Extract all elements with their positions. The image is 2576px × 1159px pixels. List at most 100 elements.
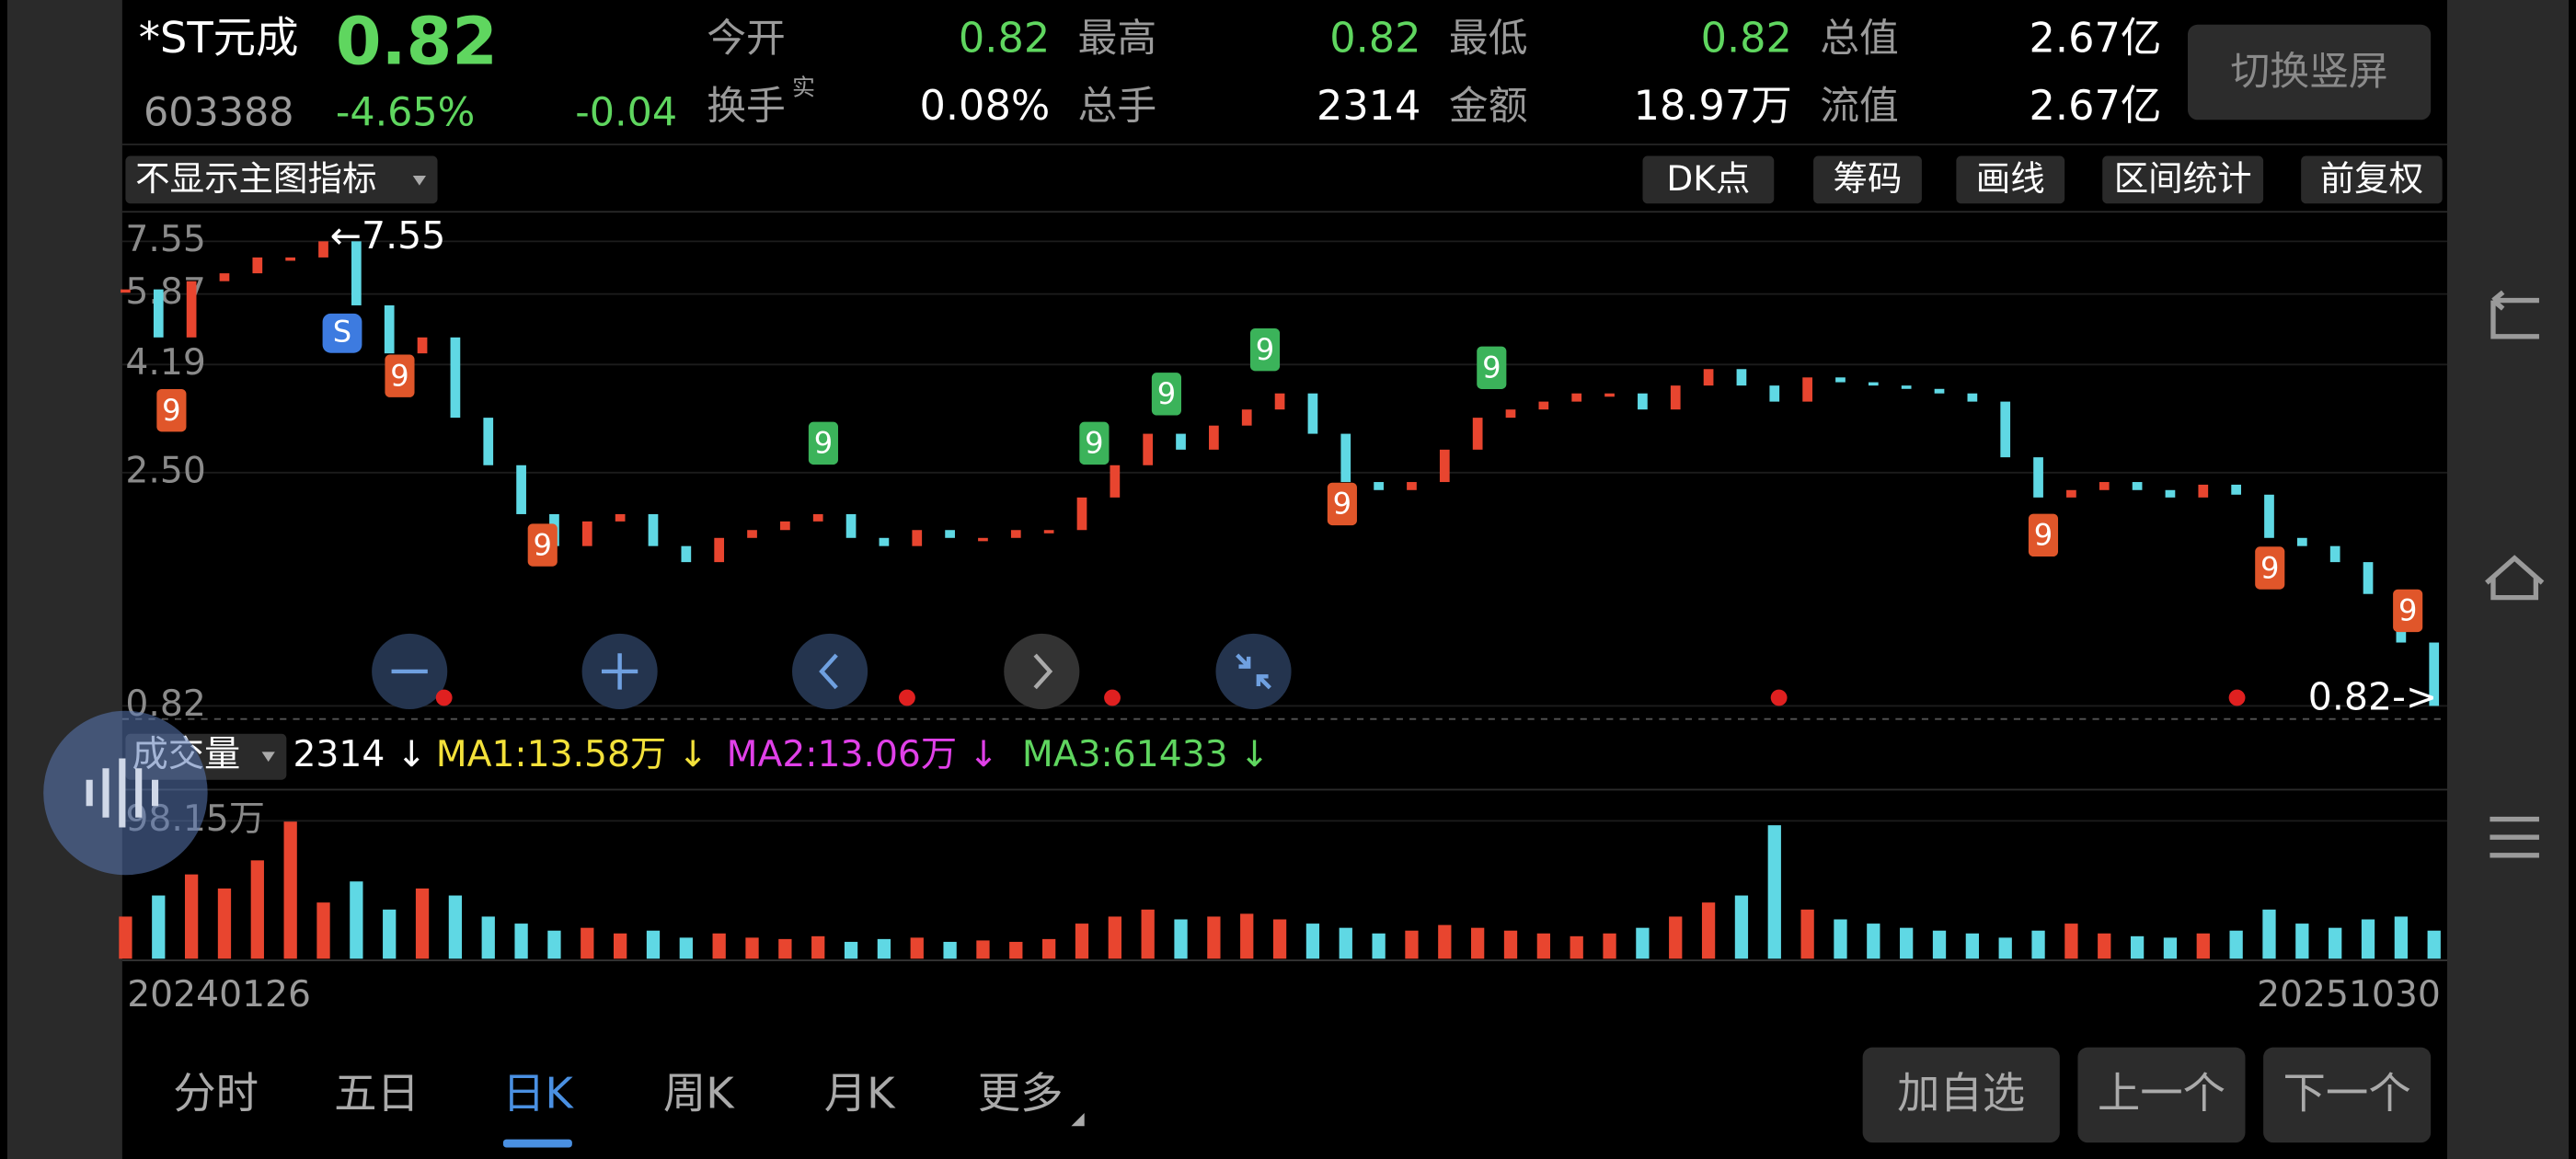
toolbar-button[interactable]	[1642, 155, 1775, 204]
volume-bar	[1372, 933, 1386, 959]
back-icon[interactable]	[2490, 290, 2539, 339]
volume-bar	[811, 935, 825, 959]
td-signal-label: 9	[1333, 487, 1351, 522]
stock-code: 603388	[144, 89, 294, 135]
toolbar-button[interactable]	[1956, 155, 2065, 204]
action-button[interactable]	[2077, 1047, 2246, 1143]
volume-bar	[184, 874, 199, 959]
td-signal	[156, 388, 187, 432]
candle	[714, 537, 725, 563]
toolbar-button[interactable]	[2102, 155, 2264, 204]
field-label: 最高	[1078, 16, 1157, 62]
candle	[1407, 482, 1417, 490]
volume-value: 2314 ↓	[293, 734, 426, 775]
td-signal-label: 9	[1256, 332, 1274, 367]
volume-bar	[1932, 930, 1947, 959]
voice-bubble[interactable]	[43, 710, 208, 876]
tab[interactable]: 分时	[173, 1069, 259, 1119]
candle	[2099, 482, 2110, 490]
last-label: 0.82->	[2308, 674, 2438, 718]
action-button[interactable]	[2263, 1047, 2432, 1143]
volume-bar	[1174, 919, 1188, 959]
volume-bar	[383, 909, 397, 959]
candle	[1769, 385, 1780, 402]
event-dot	[1770, 689, 1788, 706]
volume-bar	[1965, 933, 1980, 959]
candle	[978, 537, 988, 542]
ma-label: MA2:13.06万 ↓	[727, 734, 999, 775]
candle	[1703, 369, 1714, 386]
td-signal	[1151, 373, 1181, 416]
td-signal-label: 9	[534, 527, 552, 562]
volume-bar	[2163, 937, 2178, 959]
menu-icon[interactable]	[2490, 816, 2539, 858]
chart-nav-icon	[1033, 653, 1053, 690]
home-icon[interactable]	[2485, 555, 2545, 601]
candle	[1802, 377, 1812, 402]
candle	[351, 241, 362, 305]
candle	[1307, 393, 1318, 434]
field-label: 金额	[1449, 83, 1528, 129]
candle	[945, 530, 955, 538]
volume-bar	[415, 888, 430, 959]
volume-bar	[2361, 919, 2375, 959]
chart-nav-icon	[601, 653, 638, 690]
toolbar-button-label: 画线	[1976, 158, 2045, 199]
volume-bar	[152, 895, 166, 959]
candle	[2363, 562, 2374, 594]
candle	[879, 537, 890, 546]
tab[interactable]: 日K	[502, 1069, 574, 1119]
candle	[450, 337, 461, 419]
volume-bar	[1141, 909, 1155, 959]
tab[interactable]: 更多	[978, 1069, 1064, 1119]
candle	[1143, 433, 1154, 465]
volume-bar	[1405, 930, 1419, 959]
toolbar-button-label: 区间统计	[2114, 158, 2252, 199]
candle	[1209, 425, 1219, 450]
td-signal	[808, 421, 838, 465]
candle	[615, 513, 626, 522]
volume-bar	[877, 938, 891, 959]
td-signal	[1079, 421, 1110, 465]
action-button[interactable]	[1862, 1047, 2060, 1143]
td-signal-label: 9	[390, 358, 408, 393]
voice-icon	[86, 758, 159, 828]
volume-bar	[778, 938, 792, 959]
toolbar-button-label: 筹码	[1834, 158, 1903, 199]
tab[interactable]: 月K	[824, 1069, 896, 1119]
volume-bar	[283, 820, 297, 959]
tab[interactable]: 周K	[663, 1069, 735, 1119]
chart-nav-button[interactable]	[1004, 633, 1080, 709]
candle	[1340, 433, 1351, 483]
candle	[516, 465, 526, 514]
event-dot	[1104, 689, 1121, 706]
toolbar-button[interactable]	[1813, 155, 1922, 204]
orientation-button[interactable]	[2188, 24, 2432, 120]
candle	[581, 521, 592, 546]
candle	[1176, 433, 1186, 450]
chart-nav-button[interactable]	[1215, 633, 1292, 709]
candle	[747, 530, 757, 538]
field-sup: 实	[792, 74, 815, 100]
candle	[2429, 642, 2440, 706]
indicator-select[interactable]	[125, 155, 438, 204]
toolbar-button[interactable]	[2301, 155, 2443, 204]
volume-bar	[1734, 895, 1749, 959]
candle	[2000, 401, 2011, 458]
volume-bar	[1042, 938, 1056, 959]
candle	[153, 289, 164, 338]
tab[interactable]: 五日	[334, 1069, 420, 1119]
td-signal-label: 9	[2398, 593, 2417, 628]
volume-bar	[679, 937, 693, 959]
volume-bar	[1701, 902, 1716, 959]
td-signal	[2255, 546, 2285, 590]
volume-bar	[1009, 941, 1023, 959]
chart-nav-button[interactable]	[792, 633, 868, 709]
candle	[384, 304, 395, 354]
left-strip	[6, 0, 122, 1159]
price: 0.82	[336, 4, 498, 80]
action-button-label: 上一个	[2098, 1069, 2225, 1119]
volume-bar	[1636, 927, 1650, 959]
y-tick-label: 7.55	[125, 219, 205, 260]
max-label: ←7.55	[330, 213, 446, 258]
